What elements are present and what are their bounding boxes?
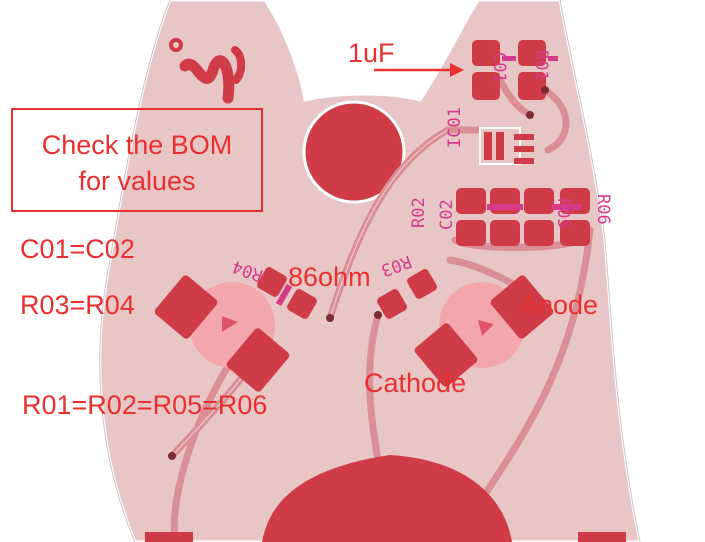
capacitor-value-label: 1uF [348, 38, 395, 68]
board-edge-shadow [99, 0, 641, 542]
ic-ic01 [479, 127, 534, 165]
mounting-hole [302, 100, 406, 204]
led-left [154, 275, 290, 392]
r03-r04-equivalence-label: R03=R04 [20, 290, 135, 320]
silk-r05: R05 [553, 198, 573, 229]
silk-ic01: IC01 [445, 107, 465, 148]
resistor-value-label: 86ohm [288, 262, 371, 292]
resistor-equivalence-label: R01=R02=R05=R06 [22, 390, 268, 420]
resistor-cluster-lower [456, 188, 590, 246]
edge-pad-right [578, 532, 626, 542]
capacitor-arrow [374, 63, 464, 77]
logo-mark [169, 38, 246, 104]
resistor-r03 [377, 269, 437, 319]
vias [168, 86, 549, 460]
silk-r06: R06 [593, 194, 613, 225]
anode-label: Anode [520, 290, 599, 320]
edge-pad-left [145, 532, 193, 542]
bottom-pad [262, 455, 512, 542]
led-right [414, 275, 554, 387]
bom-note-line1: Check the BOM [41, 130, 233, 160]
cathode-label: Cathode [364, 368, 467, 398]
cap-equivalence-label: C01=C02 [20, 234, 135, 264]
resistor-r04 [257, 267, 317, 319]
silk-r02: R02 [409, 197, 429, 228]
bom-note-box: Check the BOM for values [11, 108, 263, 212]
silk-c01: C01 [489, 52, 509, 83]
silk-c02: C02 [437, 199, 457, 230]
silk-r01: R01 [531, 50, 551, 81]
bom-note-line2: for values [78, 166, 196, 196]
resistor-r01-cap-c01 [472, 40, 558, 100]
